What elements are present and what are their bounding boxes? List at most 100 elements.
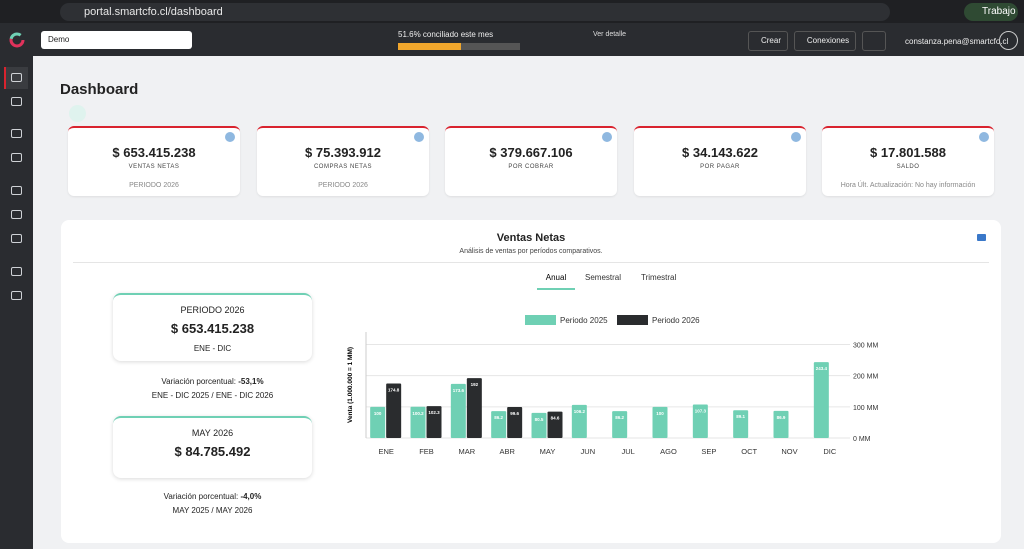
legend-swatch [617, 315, 648, 325]
card-amount: $ 653.415.238 [112, 145, 196, 160]
bar [491, 411, 507, 438]
bar-value-label: 107.3 [695, 409, 707, 414]
bar [410, 406, 426, 438]
bar [426, 406, 442, 438]
x-tick-label: SEP [701, 447, 716, 456]
bar [733, 410, 749, 438]
notifications-button[interactable] [862, 31, 886, 51]
card-amount: $ 34.143.622 [682, 145, 758, 160]
x-tick-label: NOV [781, 447, 797, 456]
card-label: COMPRAS NETAS [313, 164, 373, 170]
x-tick-label: ABR [499, 447, 515, 456]
y-tick-label: 100 MM [853, 405, 878, 412]
bar [507, 406, 523, 438]
create-button[interactable]: Crear [748, 31, 788, 51]
bar-value-label: 173.6 [453, 388, 465, 393]
bar-value-label: 243.4 [816, 366, 828, 371]
info-icon[interactable] [791, 132, 801, 142]
card-label: SALDO [896, 164, 920, 170]
bar-value-label: 192 [471, 382, 479, 387]
logo [9, 32, 25, 48]
bar-value-label: 84.6 [551, 416, 560, 421]
tab[interactable]: Anual [537, 273, 575, 290]
x-tick-label: MAY [540, 447, 556, 456]
comparison: MAY 2025 / MAY 2026 [172, 506, 253, 515]
tab[interactable]: Semestral [585, 273, 622, 282]
url-bar[interactable]: portal.smartcfo.cl/dashboard [60, 3, 890, 21]
x-tick-label: FEB [419, 447, 434, 456]
bar [692, 404, 708, 438]
summary-period: MAY 2026 [191, 428, 234, 438]
bar [547, 411, 563, 438]
card-footer: Hora Últ. Actualización: No hay informac… [840, 182, 976, 189]
info-icon[interactable] [979, 132, 989, 142]
legend-label: Periodo 2026 [652, 316, 700, 325]
kpi-card: $ 653.415.238 VENTAS NETAS PERIODO 2026 [68, 126, 240, 196]
sidebar [0, 56, 33, 549]
x-tick-label: OCT [741, 447, 757, 456]
progress-bar [398, 43, 461, 50]
user-avatar[interactable] [999, 31, 1018, 50]
x-tick-label: AGO [660, 447, 677, 456]
variation: Variación porcentual: -4,0% MAY 2025 / MA… [113, 490, 312, 518]
summary-box: MAY 2026 $ 84.785.492 [113, 416, 312, 478]
x-tick-label: JUL [621, 447, 634, 456]
bar-value-label: 86.2 [615, 415, 624, 420]
legend-label: Periodo 2025 [560, 316, 608, 325]
camera-button[interactable] [977, 234, 986, 241]
comparison: ENE - DIC 2025 / ENE - DIC 2026 [151, 391, 274, 400]
detail-link[interactable]: Ver detalle [593, 31, 627, 38]
bar-value-label: 99.6 [510, 411, 519, 416]
info-icon[interactable] [414, 132, 424, 142]
summary-range: ENE - DIC [193, 344, 232, 353]
card-amount: $ 75.393.912 [305, 145, 381, 160]
bar-value-label: 80.5 [535, 417, 544, 422]
summary-amount: $ 84.785.492 [174, 444, 251, 459]
x-tick-label: DIC [823, 447, 837, 456]
nav-home[interactable] [4, 67, 28, 89]
y-tick-label: 0 MM [853, 436, 871, 443]
bar [531, 412, 547, 438]
profile-button[interactable]: Trabajo [964, 3, 1018, 21]
bar-value-label: 100.2 [412, 411, 424, 416]
bar [612, 411, 628, 438]
bar-value-label: 89.1 [736, 414, 745, 419]
summary-period: PERIODO 2026 [180, 305, 245, 315]
bar-value-label: 100 [374, 411, 382, 416]
user-email[interactable]: constanza.pena@smartcfo.cl [905, 37, 1009, 46]
bar [450, 383, 466, 438]
bar [370, 406, 386, 438]
bar [652, 406, 668, 438]
kpi-card: $ 75.393.912 COMPRAS NETAS PERIODO 2026 [257, 126, 429, 196]
bar-value-label: 86.9 [777, 415, 786, 420]
connections-button[interactable]: Conexiones [794, 31, 856, 51]
camera-button[interactable] [69, 105, 86, 122]
card-footer: PERIODO 2026 [129, 182, 179, 189]
info-icon[interactable] [225, 132, 235, 142]
bar-value-label: 106.2 [574, 409, 586, 414]
x-tick-label: ENE [378, 447, 393, 456]
bar [386, 383, 402, 438]
bar-value-label: 86.2 [494, 415, 503, 420]
info-icon[interactable] [602, 132, 612, 142]
variation: Variación porcentual: -53,1% ENE - DIC 20… [113, 375, 312, 403]
card-amount: $ 379.667.106 [489, 145, 573, 160]
progress-label: 51.6% conciliado este mes [398, 30, 494, 39]
sales-panel: Ventas Netas Análisis de ventas por perí… [61, 220, 1001, 543]
x-tick-label: JUN [581, 447, 596, 456]
tab[interactable]: Trimestral [641, 273, 677, 282]
bar [571, 404, 587, 438]
page-title: Dashboard [60, 81, 139, 98]
card-label: POR COBRAR [508, 164, 554, 170]
card-footer: PERIODO 2026 [318, 182, 368, 189]
variation-label: Variación porcentual: [163, 492, 239, 501]
y-tick-label: 300 MM [853, 342, 878, 349]
kpi-card: $ 17.801.588 SALDO Hora Últ. Actualización… [822, 126, 994, 196]
y-tick-label: 200 MM [853, 374, 878, 381]
panel-subtitle: Análisis de ventas por períodos comparat… [459, 248, 603, 255]
summary-amount: $ 653.415.238 [170, 321, 255, 336]
kpi-card: $ 34.143.622 POR PAGAR [634, 126, 806, 196]
company-select[interactable]: Demo [41, 31, 192, 49]
summary-box: PERIODO 2026 $ 653.415.238 ENE - DIC [113, 293, 312, 361]
